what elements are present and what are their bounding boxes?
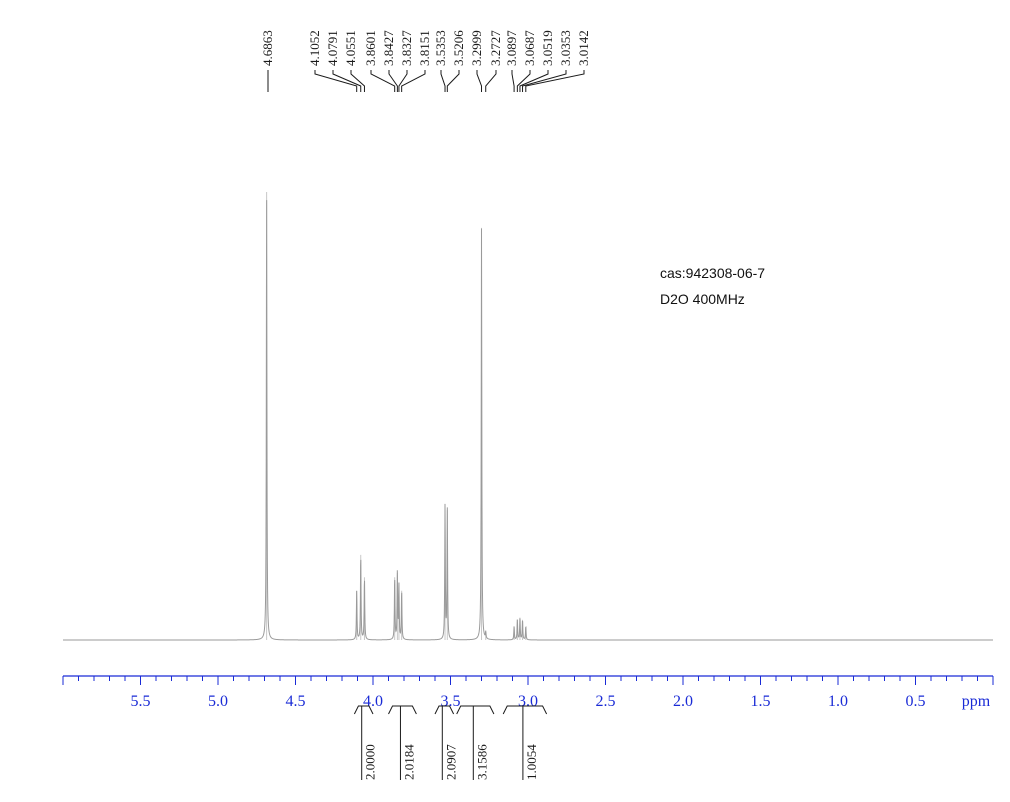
peak-label-15: 3.0353 [558, 30, 573, 66]
peak-leader-12 [511, 70, 515, 92]
integral-bracket-4 [502, 705, 548, 715]
annotation-solvent: D2O 400MHz [660, 291, 745, 307]
x-tick-label-2: 4.5 [286, 693, 306, 710]
spectrum-layer [63, 192, 993, 641]
x-tick-label-9: 1.0 [828, 693, 848, 710]
peak-leader-10 [476, 70, 483, 92]
peak-leader-9 [446, 70, 460, 92]
spectrum-trace [63, 200, 993, 641]
integral-bracket-2 [434, 705, 455, 715]
peak-label-layer: 4.6863 4.1052 4.0791 4.0551 3.8601 3.8427 3.83… [260, 30, 591, 92]
peak-leader-4 [370, 70, 396, 92]
peak-label-13: 3.0687 [522, 30, 537, 66]
peak-label-5: 3.8427 [381, 30, 396, 66]
integral-bracket-1 [388, 705, 417, 715]
peak-label-3: 4.0551 [343, 30, 358, 66]
peak-leader-16 [525, 70, 585, 92]
peak-leader-7 [401, 70, 426, 92]
peak-label-14: 3.0519 [540, 30, 555, 66]
integral-label-4: 1.0054 [524, 744, 539, 780]
peak-leader-3 [350, 70, 365, 92]
peak-label-9: 3.5206 [451, 30, 466, 66]
x-tick-label-8: 1.5 [751, 693, 771, 710]
peak-label-10: 3.2999 [469, 30, 484, 66]
peak-label-6: 3.8327 [399, 30, 414, 66]
annotation-layer: cas:942308-06-7 D2O 400MHz [660, 265, 765, 307]
peak-label-7: 3.8151 [417, 30, 432, 66]
annotation-cas: cas:942308-06-7 [660, 265, 765, 281]
integral-layer: 2.0000 2.0184 2.0907 3.1586 1.0054 [353, 705, 548, 780]
integral-label-0: 2.0000 [363, 744, 378, 780]
peak-leader-11 [485, 70, 497, 92]
peak-leader-1 [314, 70, 358, 92]
peak-leader-14 [519, 70, 549, 92]
integral-label-1: 2.0184 [401, 744, 416, 780]
x-tick-label-7: 2.0 [673, 693, 693, 710]
x-axis-label: ppm [962, 693, 991, 710]
integral-label-2: 2.0907 [443, 744, 458, 780]
peak-leader-6 [398, 70, 408, 92]
peak-leader-8 [440, 70, 446, 92]
peak-leader-13 [516, 70, 531, 92]
x-tick-label-5: 3.0 [518, 693, 538, 710]
x-tick-label-0: 5.5 [131, 693, 151, 710]
peak-label-4: 3.8601 [363, 30, 378, 66]
x-tick-label-3: 4.0 [363, 693, 383, 710]
integral-label-3: 3.1586 [474, 744, 489, 780]
peak-leader-2 [332, 70, 362, 92]
peak-label-1: 4.1052 [307, 30, 322, 66]
integral-bracket-0 [353, 705, 374, 715]
peak-leader-5 [388, 70, 398, 92]
x-tick-label-6: 2.5 [596, 693, 616, 710]
peak-leader-15 [522, 70, 567, 92]
peak-label-2: 4.0791 [325, 30, 340, 66]
x-tick-label-1: 5.0 [208, 693, 228, 710]
peak-label-12: 3.0897 [504, 30, 519, 66]
peak-label-8: 3.5353 [433, 30, 448, 66]
peak-label-0: 4.6863 [260, 30, 275, 66]
x-tick-label-10: 0.5 [906, 693, 926, 710]
peak-label-16: 3.0142 [576, 30, 591, 66]
x-axis: 5.5 5.0 4.5 4.0 3.5 3.0 2.5 2.0 1.5 1.0 0.5 ppm [62, 675, 994, 710]
integral-bracket-3 [456, 705, 495, 715]
peak-label-11: 3.2727 [488, 30, 503, 66]
